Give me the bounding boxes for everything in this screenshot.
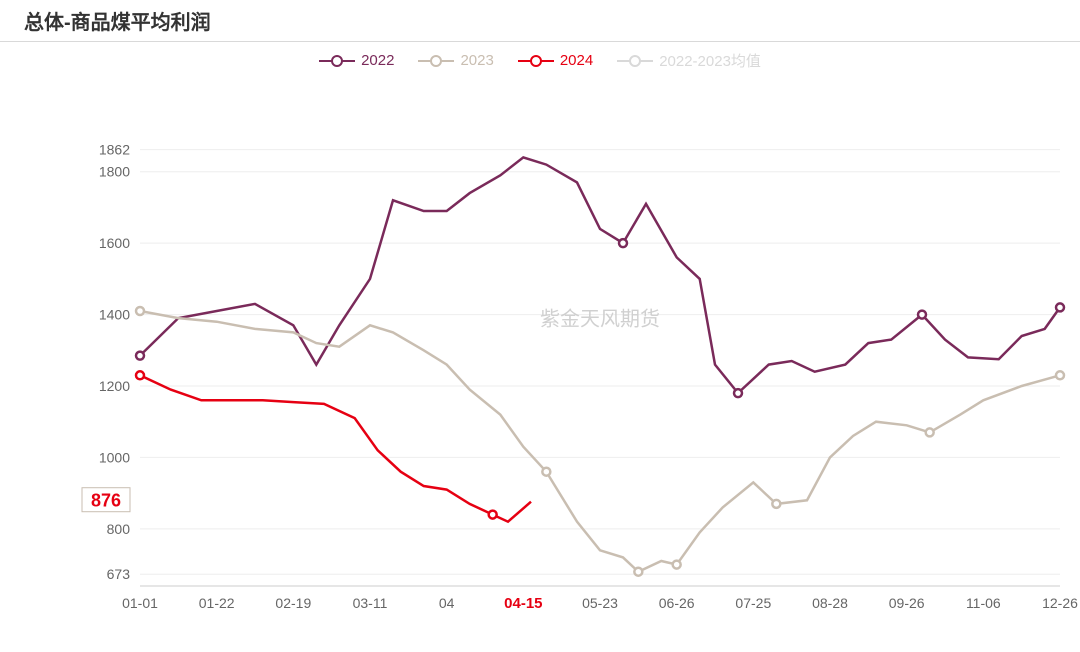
legend-label: 2023 — [460, 52, 493, 69]
marker-2024 — [136, 371, 144, 379]
watermark: 紫金天风期货 — [540, 307, 660, 330]
x-tick-label: 09-26 — [889, 595, 925, 611]
legend-marker-icon — [319, 54, 355, 68]
marker-2022 — [619, 239, 627, 247]
marker-2023 — [673, 560, 681, 568]
legend-item-2022-2023均值[interactable]: 2022-2023均值 — [617, 50, 761, 71]
legend-label: 2022 — [361, 52, 394, 69]
legend-label: 2024 — [560, 52, 593, 69]
x-tick-label: 11-06 — [966, 595, 1001, 611]
legend-marker-icon — [418, 54, 454, 68]
legend-item-2023[interactable]: 2023 — [418, 52, 493, 69]
y-tick-label: 673 — [107, 566, 131, 582]
series-2023 — [140, 311, 1060, 572]
marker-2023 — [542, 467, 550, 475]
legend-marker-icon — [617, 54, 653, 68]
y-tick-label: 1862 — [99, 141, 130, 157]
marker-2023 — [1056, 371, 1064, 379]
chart-title: 总体-商品煤平均利润 — [0, 0, 1080, 42]
x-tick-label: 05-23 — [582, 595, 618, 611]
current-y-label: 876 — [91, 490, 121, 510]
marker-2024 — [489, 510, 497, 518]
chart-svg: 673 800 1000 1200 1400 1600 1800 1862 01-01 01-22… — [0, 76, 1080, 636]
marker-2023 — [136, 307, 144, 315]
legend-marker-icon — [518, 54, 554, 68]
x-tick-label: 04 — [439, 595, 455, 611]
y-tick-label: 1200 — [99, 378, 130, 394]
x-tick-label: 03-11 — [353, 595, 388, 611]
legend: 2022 2023 2024 2022-2023均值 — [0, 42, 1080, 76]
y-tick-label: 1800 — [99, 163, 130, 179]
x-tick-label: 01-01 — [122, 595, 158, 611]
x-tick-label: 02-19 — [275, 595, 311, 611]
marker-2022 — [1056, 303, 1064, 311]
marker-2023 — [634, 567, 642, 575]
x-tick-label: 06-26 — [659, 595, 695, 611]
x-tick-label: 01-22 — [199, 595, 235, 611]
x-tick-highlight: 04-15 — [504, 595, 542, 612]
marker-2023 — [926, 428, 934, 436]
marker-2022 — [918, 310, 926, 318]
marker-2023 — [772, 499, 780, 507]
y-tick-label: 1000 — [99, 449, 130, 465]
x-tick-label: 08-28 — [812, 595, 848, 611]
x-tick-label: 12-26 — [1042, 595, 1078, 611]
marker-2022 — [136, 351, 144, 359]
series-2022 — [140, 157, 1060, 393]
y-tick-label: 1600 — [99, 235, 130, 251]
legend-item-2022[interactable]: 2022 — [319, 52, 394, 69]
chart-area: 673 800 1000 1200 1400 1600 1800 1862 01-01 01-22… — [0, 76, 1080, 636]
legend-item-2024[interactable]: 2024 — [518, 52, 593, 69]
legend-label: 2022-2023均值 — [659, 50, 761, 71]
y-tick-label: 1400 — [99, 306, 130, 322]
marker-2022 — [734, 389, 742, 397]
y-tick-label: 800 — [107, 520, 131, 536]
series-2024 — [140, 375, 531, 521]
x-tick-label: 07-25 — [735, 595, 771, 611]
